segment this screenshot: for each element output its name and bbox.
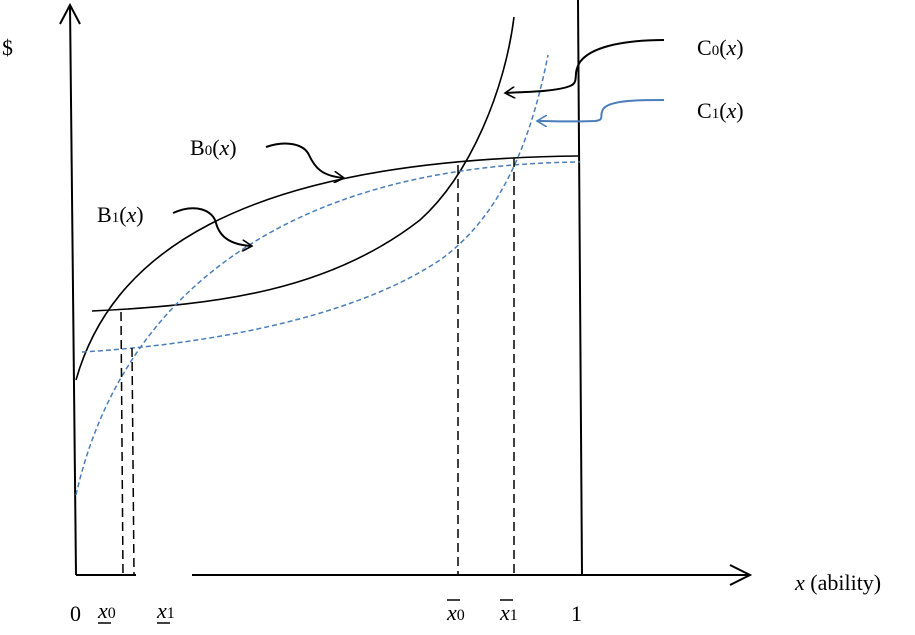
- b1-callout-arrow: [172, 207, 252, 246]
- b0-callout-arrow: [265, 142, 344, 178]
- y-axis-arrowhead: [59, 2, 81, 25]
- svg-text:x0: x0: [97, 598, 116, 623]
- curve-b1: [75, 161, 581, 496]
- y-axis-label: $: [2, 35, 13, 60]
- drop-line-x0-lower: [120, 311, 124, 576]
- c1-callout-arrow: [537, 99, 665, 121]
- svg-text:x0: x0: [446, 600, 465, 625]
- curve-label-b0: B0(x): [190, 135, 237, 160]
- tick-origin: 0: [70, 601, 81, 626]
- svg-text:x1: x1: [499, 600, 518, 625]
- drop-line-x1-lower: [131, 347, 135, 576]
- curve-c0: [91, 16, 515, 312]
- x-equals-one-line: [577, 0, 583, 576]
- x-axis-gap: [136, 572, 192, 578]
- c0-callout-arrow: [505, 39, 665, 93]
- tick-x1-upper: x1: [499, 599, 518, 625]
- x-axis-label: x (ability): [794, 570, 881, 595]
- tick-x1-lower: x1: [156, 598, 175, 624]
- tick-x0-upper: x0: [446, 599, 465, 625]
- curve-label-c1: C1(x): [697, 98, 744, 123]
- curve-label-c0: C0(x): [697, 35, 744, 60]
- curve-b0: [75, 155, 579, 381]
- tick-x0-lower: x0: [97, 598, 116, 624]
- tick-one: 1: [571, 601, 582, 626]
- y-axis: [69, 4, 77, 576]
- x-axis-arrowhead: [729, 564, 753, 586]
- svg-text:x1: x1: [156, 598, 175, 623]
- curve-label-b1: B1(x): [97, 202, 144, 227]
- curve-c1: [81, 54, 549, 353]
